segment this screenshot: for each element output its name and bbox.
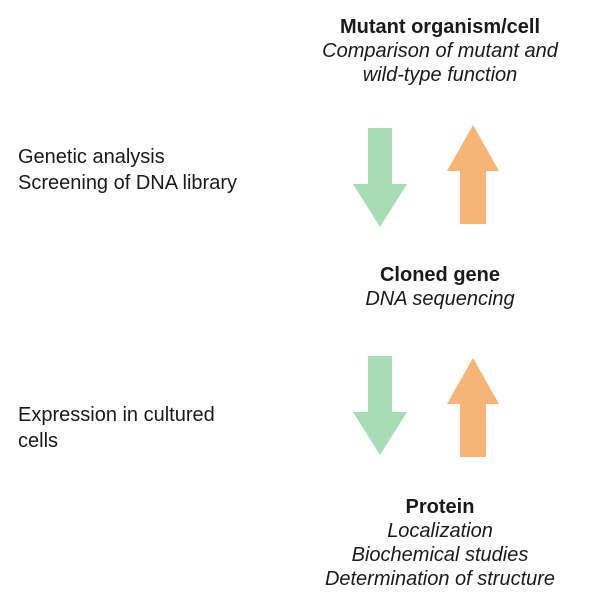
side-label-genetic-analysis: Genetic analysis Screening of DNA librar… <box>18 144 237 196</box>
node-title: Protein <box>405 496 475 518</box>
node-title: Cloned gene <box>379 264 500 286</box>
node-detail: wild-type function <box>362 64 518 86</box>
up-arrow-icon <box>447 358 499 457</box>
down-arrow-icon <box>353 128 407 227</box>
node-detail: Localization <box>387 520 493 542</box>
side-label-expression: Expression in cultured cells <box>18 402 215 454</box>
side-label-line: cells <box>18 430 59 452</box>
node-detail: Comparison of mutant and <box>322 40 558 62</box>
node-detail: DNA sequencing <box>365 288 515 310</box>
node-cloned-gene: Cloned gene DNA sequencing <box>280 263 600 311</box>
node-detail: Biochemical studies <box>351 544 529 566</box>
node-mutant-organism: Mutant organism/cell Comparison of mutan… <box>280 15 600 87</box>
down-arrow-shape <box>353 128 407 227</box>
up-arrow-shape <box>447 358 499 457</box>
node-protein: Protein Localization Biochemical studies… <box>280 495 600 591</box>
node-detail: Determination of structure <box>324 568 556 590</box>
node-title: Mutant organism/cell <box>339 16 541 38</box>
down-arrow-icon <box>353 356 407 455</box>
up-arrow-icon <box>447 125 499 224</box>
side-label-line: Expression in cultured <box>18 404 215 426</box>
side-label-line: Screening of DNA library <box>18 172 237 194</box>
up-arrow-shape <box>447 125 499 224</box>
side-label-line: Genetic analysis <box>18 146 165 168</box>
down-arrow-shape <box>353 356 407 455</box>
